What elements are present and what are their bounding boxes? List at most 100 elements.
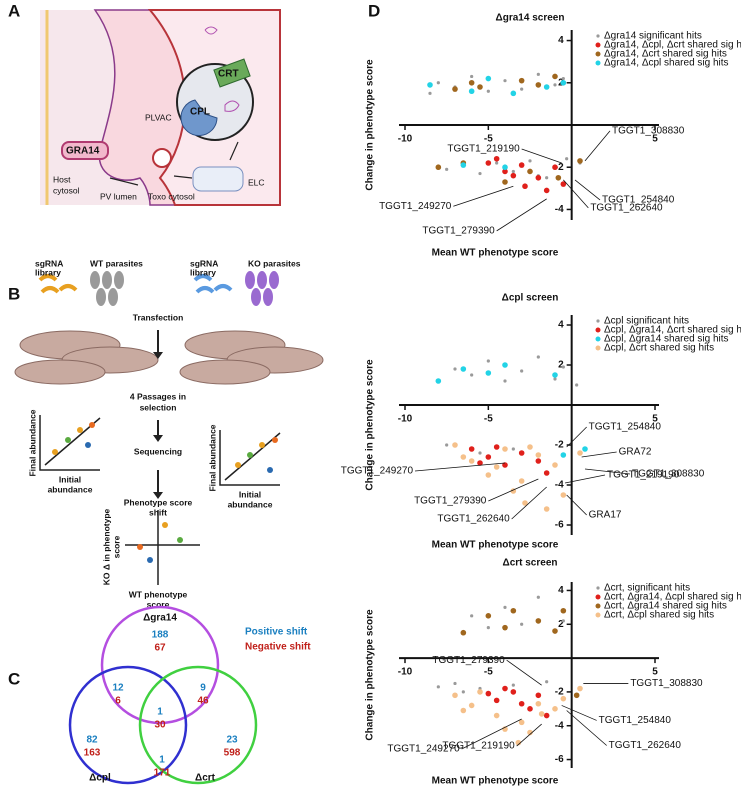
annotation-leader [566, 426, 587, 448]
point [502, 685, 508, 692]
point [535, 692, 542, 699]
point [468, 446, 475, 452]
legend-entry: Δcrt, Δgra14 shared sig hits [604, 601, 727, 612]
annotation-leader [561, 705, 597, 721]
point [485, 160, 492, 166]
venn-negative: 30 [154, 720, 166, 731]
venn [68, 605, 258, 785]
mini-dots [52, 422, 278, 473]
shift-dots [137, 522, 183, 563]
label: score [111, 535, 121, 558]
y-tick-label: 2 [558, 360, 564, 371]
venn-cpl [68, 665, 188, 785]
y-tick-label: -2 [555, 687, 564, 698]
annotation-leader [581, 451, 617, 458]
legend-marker [595, 327, 601, 333]
legend-entry: Δcpl significant hits [604, 316, 689, 327]
legend-entry: Δcrt, significant hits [604, 583, 690, 594]
label: CRT [218, 69, 239, 80]
legend-entry: Δgra14, Δcpl shared sig hits [604, 58, 729, 69]
annotation-leader [414, 462, 506, 472]
annotation: TGGT1_308830 [632, 469, 705, 480]
venn-crt [138, 665, 258, 785]
label: library [35, 267, 61, 277]
point [460, 629, 467, 636]
venn-positive: 12 [112, 683, 124, 694]
point [485, 690, 492, 697]
annotation-leader [566, 710, 607, 746]
point [493, 697, 500, 704]
y-tick-label: -6 [555, 520, 564, 531]
x-tick-label: 5 [652, 667, 658, 678]
point [511, 447, 515, 451]
label: Phenotype score [124, 497, 193, 507]
sgrna-icons [38, 274, 78, 294]
annotation-leader [511, 486, 547, 520]
annotation: TGGT1_262640 [437, 514, 510, 525]
point [561, 619, 565, 623]
point [436, 81, 440, 85]
legend-marker [595, 612, 601, 618]
ko-parasites [245, 271, 279, 306]
label: PV lumen [100, 191, 137, 201]
legend-marker [595, 594, 601, 600]
point [535, 458, 542, 464]
label: GRA14 [66, 146, 100, 157]
annotation: TGGT1_262640 [609, 740, 682, 751]
legend-positive: Positive shift [245, 627, 308, 638]
point [527, 729, 533, 736]
point [577, 158, 583, 164]
point [560, 492, 567, 498]
annotation-leader [563, 179, 589, 209]
point [502, 624, 508, 631]
legend-entry: Δcpl, Δcrt shared sig hits [604, 343, 714, 354]
label: abundance [48, 484, 93, 494]
point [486, 89, 490, 93]
point [552, 164, 558, 171]
point [518, 77, 525, 84]
annotation: TGGT1_254840 [599, 715, 672, 726]
venn-negative: 598 [224, 748, 241, 759]
x-tick-label: -10 [398, 414, 413, 425]
y-tick-label: -4 [555, 204, 564, 215]
point [553, 377, 557, 381]
legend-entry: Δcrt, Δgra14, Δcpl shared sig hits [604, 592, 741, 603]
point [552, 372, 558, 378]
point [510, 172, 517, 179]
venn-negative: 163 [84, 748, 101, 759]
legend-marker [596, 319, 600, 323]
legend-entry: Δgra14, Δcpl, Δcrt shared sig hits [604, 40, 741, 51]
point [493, 155, 500, 162]
point [545, 680, 549, 684]
annotation-leader [574, 179, 601, 201]
gra14-box [61, 141, 109, 160]
point [552, 628, 558, 634]
point [478, 451, 482, 455]
arrows [109, 141, 239, 186]
y-axis-label: Change in phenotype score [365, 59, 376, 191]
set-label: Δgra14 [143, 613, 177, 624]
point [428, 91, 432, 95]
label: library [190, 267, 216, 277]
panel-label: C [8, 669, 20, 688]
label: WT parasites [90, 258, 143, 268]
x-tick-label: -5 [484, 667, 493, 678]
point [518, 700, 525, 707]
x-tick-label: 5 [652, 134, 658, 145]
annotation-leader [564, 474, 606, 484]
wt-parasites [90, 271, 124, 306]
point [477, 460, 483, 466]
point [535, 174, 542, 181]
venn-numbers: 188 67 12 6 9 46 1 30 82 163 1 171 23 598 [84, 630, 241, 779]
point [510, 607, 517, 614]
point [573, 692, 580, 699]
vesicle [152, 148, 172, 168]
x-tick-label: -5 [484, 414, 493, 425]
y-tick-label: 4 [558, 320, 564, 331]
point [468, 458, 475, 464]
point [502, 164, 508, 171]
legend-marker [595, 42, 601, 48]
point [560, 695, 567, 702]
y-tick-label: -4 [555, 720, 564, 731]
